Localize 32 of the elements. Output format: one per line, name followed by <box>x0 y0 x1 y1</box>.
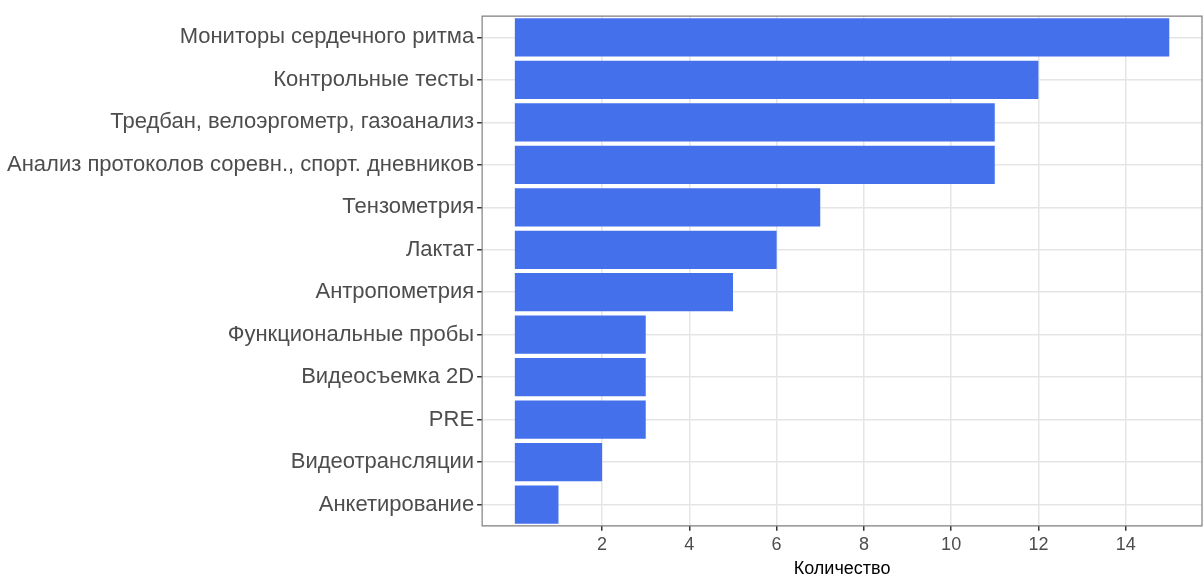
bar <box>514 273 733 312</box>
bar <box>514 18 1170 57</box>
x-tick-label: 10 <box>941 533 962 554</box>
bar <box>514 442 603 482</box>
y-tick-label: Анализ протоколов соревн., спорт. дневников <box>7 150 475 176</box>
y-tick-label: Анкетирование <box>318 490 475 516</box>
y-tick-label: PRE <box>428 405 475 431</box>
bar <box>514 358 646 397</box>
x-axis-title: Количество <box>793 558 891 579</box>
x-tick-label: 6 <box>771 533 782 554</box>
bar <box>514 485 559 524</box>
y-tick-label: Мониторы сердечного ритма <box>179 23 475 49</box>
x-tick-label: 2 <box>597 533 608 554</box>
y-tick-label: Тензометрия <box>342 193 475 219</box>
bar <box>514 188 821 227</box>
bar <box>514 60 1039 100</box>
y-tick-label: Антропометрия <box>315 278 475 304</box>
y-tick-label: Контрольные тесты <box>273 65 475 91</box>
y-tick-label: Видеосъемка 2D <box>301 363 475 389</box>
bar <box>514 145 995 184</box>
x-tick-label: 4 <box>684 533 695 554</box>
bar <box>514 315 646 354</box>
bar <box>514 103 995 142</box>
x-tick-label: 12 <box>1028 533 1049 554</box>
y-tick-label: Видеотрансляции <box>290 448 475 474</box>
y-tick-label: Лактат <box>405 235 475 261</box>
y-tick-label: Функциональные пробы <box>227 320 475 346</box>
x-tick-label: 8 <box>858 533 869 554</box>
y-tick-label: Тредбан, велоэргометр, газоанализ <box>110 108 475 134</box>
bar <box>514 230 777 269</box>
bar <box>514 400 646 439</box>
x-tick-label: 14 <box>1115 533 1136 554</box>
